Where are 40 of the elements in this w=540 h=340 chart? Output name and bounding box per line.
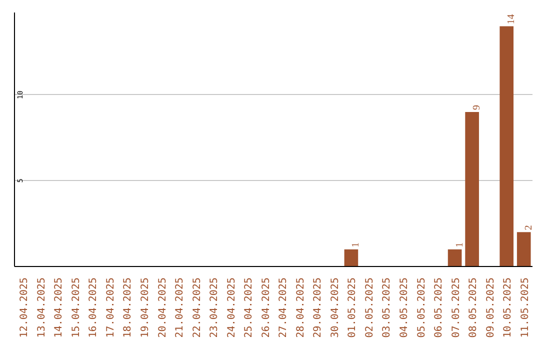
x-tick-label: 13.04.2025 [36, 277, 48, 338]
x-tick-label: 24.04.2025 [226, 277, 238, 338]
x-tick-label: 01.05.2025 [347, 277, 358, 338]
x-tick-label: 17.04.2025 [105, 277, 116, 338]
x-tick-label: 10.05.2025 [502, 277, 514, 338]
x-tick-label: 20.04.2025 [157, 277, 168, 338]
x-tick-label: 25.04.2025 [244, 277, 255, 338]
data-label: 1 [454, 242, 466, 248]
x-tick-label: 16.04.2025 [88, 277, 100, 338]
x-tick-label: 12.04.2025 [19, 277, 30, 338]
x-tick-label: 28.04.2025 [295, 277, 306, 338]
x-tick-label: 23.04.2025 [209, 277, 220, 338]
x-tick-label: 08.05.2025 [468, 277, 480, 338]
x-tick-label: 22.04.2025 [192, 277, 203, 338]
bar [344, 249, 358, 266]
x-tick-label: 02.05.2025 [364, 277, 376, 338]
data-label: 2 [523, 225, 534, 230]
x-tick-label: 03.05.2025 [382, 277, 393, 338]
x-tick-label: 18.04.2025 [122, 277, 134, 338]
x-tick-label: 19.04.2025 [140, 277, 151, 338]
data-label: 1 [350, 242, 362, 248]
x-tick-label: 21.04.2025 [174, 277, 186, 338]
data-label: 9 [472, 105, 483, 110]
x-tick-label: 27.04.2025 [278, 277, 290, 338]
x-tick-label: 26.04.2025 [260, 277, 272, 338]
x-tick-label: 29.04.2025 [312, 277, 324, 338]
x-tick-label: 05.05.2025 [416, 277, 428, 338]
x-tick-label: 14.04.2025 [54, 277, 65, 338]
data-label: 14 [506, 14, 518, 24]
bar [516, 232, 531, 266]
bar [448, 249, 462, 266]
x-tick-label: 04.05.2025 [399, 277, 410, 338]
bar [465, 112, 479, 266]
bar [500, 26, 514, 266]
x-tick-label: 15.04.2025 [70, 277, 82, 338]
x-tick-label: 06.05.2025 [434, 277, 445, 338]
x-tick-label: 07.05.2025 [450, 277, 462, 338]
x-tick-label: 09.05.2025 [485, 277, 496, 338]
x-tick-label: 11.05.2025 [520, 277, 531, 338]
x-tick-label: 30.04.2025 [330, 277, 341, 338]
